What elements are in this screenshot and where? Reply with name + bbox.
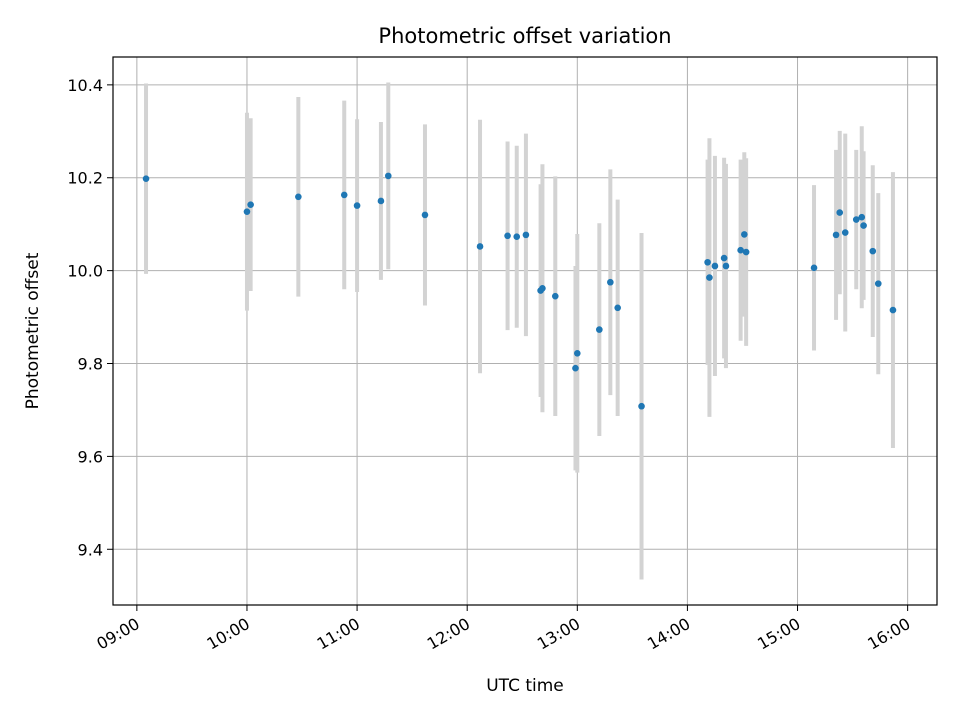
data-point <box>810 264 818 272</box>
data-point <box>711 262 719 270</box>
data-point <box>384 172 392 180</box>
data-point <box>377 197 385 205</box>
data-point <box>247 201 254 208</box>
point-layer <box>142 172 897 410</box>
x-axis-label: UTC time <box>486 676 564 696</box>
data-point <box>574 349 581 357</box>
data-point <box>836 209 844 216</box>
data-point <box>539 284 546 292</box>
data-point <box>421 211 429 219</box>
data-point <box>614 304 621 312</box>
data-point <box>353 202 361 209</box>
data-point <box>551 292 559 300</box>
data-point <box>638 402 645 410</box>
data-point <box>295 193 302 201</box>
y-tick-label: 10.0 <box>67 262 103 281</box>
data-point <box>504 232 511 240</box>
data-point <box>572 364 579 372</box>
data-point <box>596 326 603 333</box>
data-point <box>513 233 521 241</box>
chart-title: Photometric offset variation <box>378 24 671 48</box>
data-point <box>869 247 877 255</box>
plot-frame <box>112 56 938 606</box>
y-tick-label: 9.8 <box>78 355 103 374</box>
y-tick-label: 10.4 <box>67 76 103 95</box>
data-point <box>142 175 150 182</box>
data-point <box>858 213 866 221</box>
data-point <box>243 208 251 215</box>
data-point <box>741 231 748 238</box>
y-tick-label: 9.6 <box>78 447 103 466</box>
data-point <box>737 246 744 254</box>
data-point <box>860 222 867 229</box>
y-tick-label: 9.4 <box>78 540 103 559</box>
data-point <box>476 243 484 250</box>
data-point <box>720 254 728 262</box>
y-axis-ticks: 9.4 9.6 9.8 10.0 10.2 10.4 <box>67 76 113 559</box>
data-point <box>607 278 614 286</box>
data-point <box>742 248 750 256</box>
data-point <box>874 280 882 287</box>
data-point <box>832 231 840 239</box>
data-point <box>704 258 711 266</box>
data-point <box>522 231 530 239</box>
data-point <box>841 229 849 236</box>
y-axis-label: Photometric offset <box>23 252 43 409</box>
y-tick-label: 10.2 <box>67 169 103 188</box>
data-point <box>706 274 713 281</box>
data-point <box>722 262 730 270</box>
data-point <box>852 216 860 223</box>
data-point <box>889 306 897 314</box>
data-point <box>340 191 348 199</box>
